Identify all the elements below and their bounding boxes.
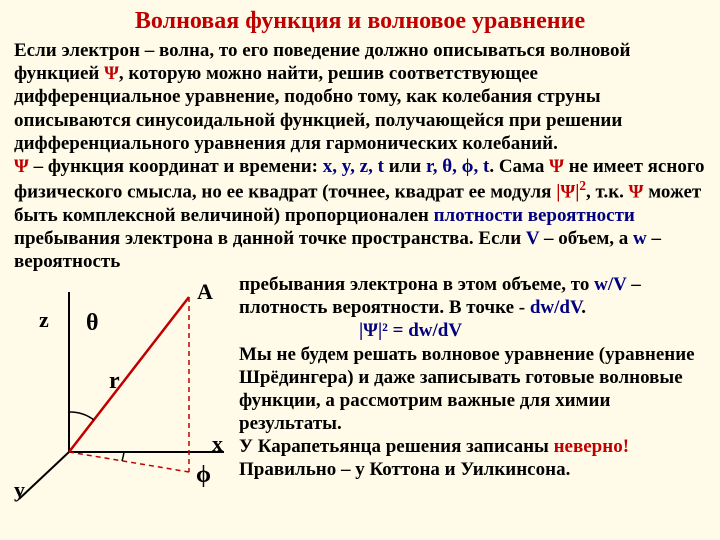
coords-polar: r, θ, ϕ, t (426, 156, 489, 177)
weight-w: w (633, 228, 647, 249)
equation: |Ψ|² = dw/dV (239, 319, 706, 342)
para6: Правильно – у Коттона и Уилкинсона. (239, 458, 706, 481)
wrapped-text: пребывания электрона в этом объеме, то w… (239, 273, 706, 482)
label-theta: θ (86, 309, 99, 338)
w-over-v: w/V (594, 274, 626, 295)
volume-v: V (526, 228, 539, 249)
para2h: – объем, а (539, 228, 633, 249)
label-phi: ϕ (196, 461, 211, 490)
label-r: r (109, 367, 120, 396)
dw-dv: dw/dV (530, 297, 581, 318)
prob-density: плотности вероятности (434, 205, 635, 226)
label-y: y (14, 477, 25, 504)
para4: Мы не будем решать волновое уравнение (у… (239, 343, 706, 436)
label-z: z (39, 307, 49, 334)
para2g: пребывания электрона в данной точке прос… (14, 228, 526, 249)
label-x: x (212, 431, 223, 458)
para3c: . (581, 297, 586, 318)
main-text: Если электрон – волна, то его поведение … (0, 39, 720, 502)
psi-symbol-1: Ψ (104, 63, 119, 84)
coords-cart: x, y, z, t (323, 156, 384, 177)
para5a: У Карапетьянца решения записаны (239, 436, 554, 457)
coordinate-diagram: z A θ r x ϕ y (14, 277, 239, 502)
mod-psi: |Ψ| (556, 181, 579, 202)
para2a: – функция координат и времени: (29, 156, 323, 177)
para3a: пребывания электрона в этом объеме, то (239, 274, 594, 295)
label-a: A (197, 279, 213, 306)
psi-symbol-4: Ψ (629, 181, 644, 202)
wrong-text: неверно! (554, 436, 629, 457)
para2c: . Сама (489, 156, 549, 177)
para2e: , т.к. (586, 181, 629, 202)
page-title: Волновая функция и волновое уравнение (0, 0, 720, 39)
psi-symbol-3: Ψ (549, 156, 564, 177)
para2b: или (384, 156, 426, 177)
psi-symbol-2: Ψ (14, 156, 29, 177)
